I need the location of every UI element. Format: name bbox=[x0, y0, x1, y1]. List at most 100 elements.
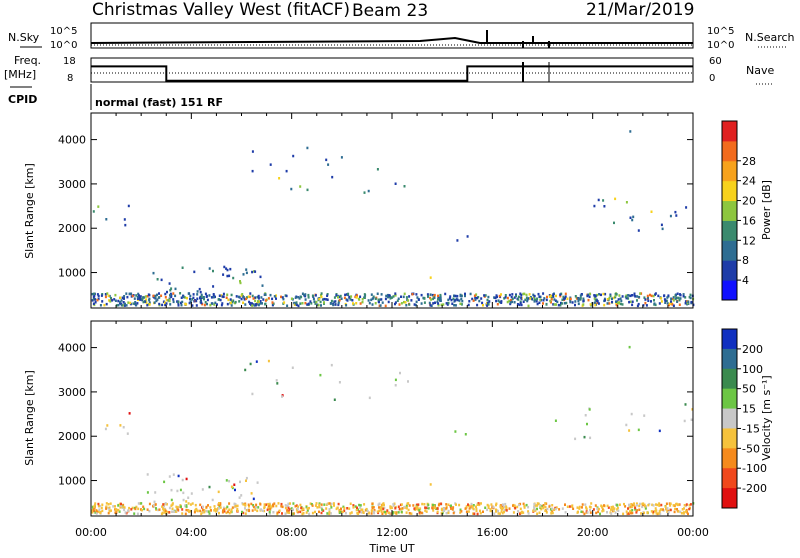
scatter-cell bbox=[584, 503, 587, 506]
scatter-cell bbox=[496, 303, 499, 306]
scatter-cell bbox=[222, 509, 224, 512]
scatter-cell bbox=[378, 300, 380, 304]
scatter-cell bbox=[679, 510, 682, 514]
scatter-cell bbox=[356, 294, 358, 297]
scatter-cell bbox=[276, 511, 279, 514]
scatter-cell bbox=[400, 503, 403, 506]
scatter-cell bbox=[91, 292, 94, 296]
scatter-cell bbox=[281, 395, 283, 398]
scatter-cell bbox=[427, 507, 430, 510]
scatter-cell bbox=[340, 156, 343, 159]
scatter-cell bbox=[316, 303, 319, 307]
scatter-cell bbox=[108, 294, 111, 298]
scatter-cell bbox=[518, 512, 521, 515]
nsky-label: N.Sky bbox=[8, 31, 40, 44]
scatter-cell bbox=[322, 509, 325, 512]
scatter-cell bbox=[188, 301, 191, 305]
scatter-cell bbox=[377, 298, 380, 302]
scatter-cell bbox=[339, 510, 342, 514]
scatter-cell bbox=[245, 271, 248, 275]
scatter-cell bbox=[204, 292, 207, 296]
scatter-cell bbox=[153, 301, 156, 304]
scatter-cell bbox=[172, 298, 175, 301]
scatter-cell bbox=[164, 296, 167, 299]
scatter-cell bbox=[484, 506, 487, 509]
scatter-cell bbox=[301, 292, 304, 295]
scatter-cell bbox=[206, 302, 208, 306]
scatter-cell bbox=[272, 302, 275, 305]
scatter-cell bbox=[333, 398, 336, 401]
scatter-cell bbox=[153, 296, 156, 299]
scatter-cell bbox=[241, 293, 244, 296]
scatter-cell bbox=[292, 508, 294, 511]
scatter-cell bbox=[460, 294, 463, 298]
scatter-cell bbox=[658, 510, 661, 513]
scatter-cell bbox=[423, 301, 426, 304]
scatter-cell bbox=[581, 510, 584, 514]
scatter-cell bbox=[164, 292, 167, 296]
scatter-cell bbox=[158, 292, 160, 295]
scatter-cell bbox=[228, 502, 231, 505]
scatter-cell bbox=[114, 299, 117, 302]
velocity-scatter-cells bbox=[91, 345, 695, 516]
scatter-cell bbox=[162, 507, 165, 511]
colorbar-segment bbox=[722, 280, 737, 301]
scatter-cell bbox=[472, 512, 475, 515]
scatter-cell bbox=[177, 304, 180, 307]
scatter-cell bbox=[254, 299, 257, 303]
scatter-cell bbox=[257, 303, 260, 307]
scatter-cell bbox=[370, 298, 373, 302]
scatter-cell bbox=[413, 303, 416, 306]
scatter-cell bbox=[589, 508, 591, 512]
scatter-cell bbox=[289, 502, 291, 505]
scatter-cell bbox=[675, 214, 678, 217]
scatter-cell bbox=[129, 301, 132, 305]
scatter-cell bbox=[244, 504, 247, 507]
scatter-cell bbox=[372, 296, 375, 300]
scatter-cell bbox=[549, 294, 552, 297]
scatter-cell bbox=[255, 503, 258, 507]
scatter-cell bbox=[273, 295, 276, 298]
scatter-cell bbox=[641, 505, 644, 509]
scatter-cell bbox=[585, 506, 587, 509]
scatter-cell bbox=[619, 302, 622, 306]
scatter-cell bbox=[244, 502, 247, 505]
scatter-cell bbox=[384, 510, 386, 514]
x-tick-label: 00:00 bbox=[75, 526, 107, 539]
scatter-cell bbox=[363, 503, 366, 506]
scatter-cell bbox=[552, 295, 555, 298]
scatter-cell bbox=[187, 509, 190, 512]
scatter-cell bbox=[349, 502, 352, 505]
scatter-cell bbox=[689, 293, 692, 297]
scatter-cell bbox=[432, 503, 434, 507]
scatter-cell bbox=[596, 301, 599, 304]
scatter-cell bbox=[225, 507, 228, 510]
scatter-cell bbox=[690, 300, 693, 304]
scatter-cell bbox=[297, 304, 300, 308]
scatter-cell bbox=[593, 204, 596, 208]
scatter-cell bbox=[260, 296, 263, 299]
scatter-cell bbox=[275, 297, 277, 300]
scatter-cell bbox=[242, 296, 245, 299]
scatter-cell bbox=[209, 303, 212, 307]
scatter-cell bbox=[320, 292, 323, 295]
scatter-cell bbox=[571, 504, 574, 507]
scatter-cell bbox=[124, 223, 127, 227]
scatter-cell bbox=[666, 302, 669, 305]
scatter-cell bbox=[554, 299, 557, 302]
scatter-cell bbox=[299, 302, 302, 305]
scatter-cell bbox=[417, 298, 420, 301]
colorbar-tick-label: 24 bbox=[742, 175, 756, 188]
scatter-cell bbox=[181, 266, 184, 269]
freq-label: Freq. bbox=[14, 54, 41, 67]
scatter-cell bbox=[434, 506, 436, 510]
scatter-cell bbox=[426, 293, 429, 296]
scatter-cell bbox=[185, 504, 188, 507]
colorbar-segment bbox=[722, 468, 737, 489]
scatter-cell bbox=[236, 504, 239, 508]
scatter-cell bbox=[335, 294, 338, 297]
scatter-cell bbox=[185, 505, 188, 508]
scatter-cell bbox=[376, 168, 379, 171]
scatter-cell bbox=[628, 503, 631, 507]
scatter-cell bbox=[551, 504, 554, 507]
